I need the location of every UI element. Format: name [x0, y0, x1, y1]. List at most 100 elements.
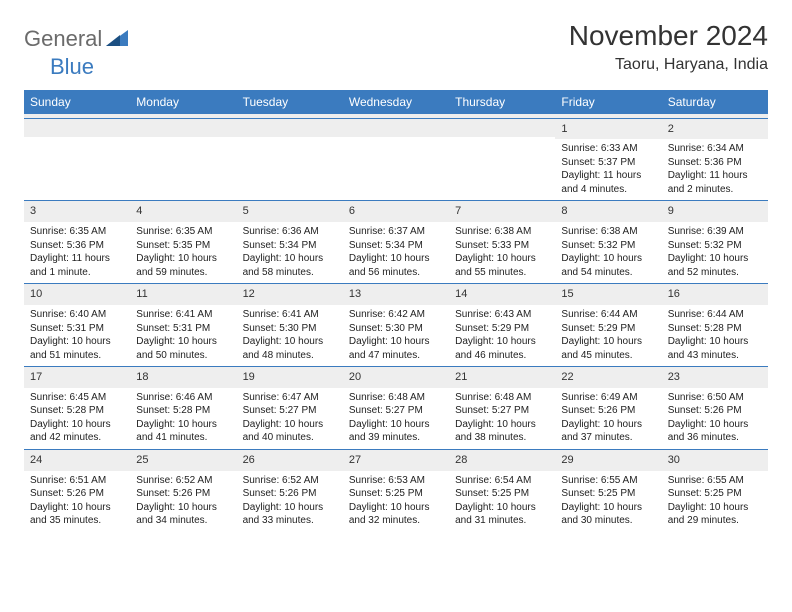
- sunset-text: Sunset: 5:33 PM: [455, 239, 549, 253]
- calendar-body: 1Sunrise: 6:33 AMSunset: 5:37 PMDaylight…: [24, 114, 768, 532]
- sunset-text: Sunset: 5:27 PM: [349, 404, 443, 418]
- sunrise-text: Sunrise: 6:40 AM: [30, 308, 124, 322]
- day-data: [24, 137, 130, 144]
- sunset-text: Sunset: 5:26 PM: [243, 487, 337, 501]
- calendar-cell: 23Sunrise: 6:50 AMSunset: 5:26 PMDayligh…: [662, 367, 768, 450]
- day-data: Sunrise: 6:36 AMSunset: 5:34 PMDaylight:…: [237, 222, 343, 283]
- calendar-cell: 14Sunrise: 6:43 AMSunset: 5:29 PMDayligh…: [449, 284, 555, 367]
- day-data: [449, 137, 555, 144]
- day-number: 23: [662, 367, 768, 388]
- sunrise-text: Sunrise: 6:51 AM: [30, 474, 124, 488]
- sunrise-text: Sunrise: 6:55 AM: [561, 474, 655, 488]
- day-number: 12: [237, 284, 343, 305]
- daylight-text: Daylight: 11 hours and 4 minutes.: [561, 169, 655, 196]
- day-number: 25: [130, 450, 236, 471]
- day-number: [24, 119, 130, 137]
- calendar-cell: 8Sunrise: 6:38 AMSunset: 5:32 PMDaylight…: [555, 201, 661, 284]
- day-data: Sunrise: 6:55 AMSunset: 5:25 PMDaylight:…: [662, 471, 768, 532]
- sunset-text: Sunset: 5:36 PM: [30, 239, 124, 253]
- daylight-text: Daylight: 11 hours and 2 minutes.: [668, 169, 762, 196]
- sunrise-text: Sunrise: 6:34 AM: [668, 142, 762, 156]
- calendar-head: SundayMondayTuesdayWednesdayThursdayFrid…: [24, 90, 768, 114]
- daylight-text: Daylight: 10 hours and 33 minutes.: [243, 501, 337, 528]
- calendar-cell: 30Sunrise: 6:55 AMSunset: 5:25 PMDayligh…: [662, 449, 768, 531]
- daylight-text: Daylight: 10 hours and 45 minutes.: [561, 335, 655, 362]
- sunrise-text: Sunrise: 6:41 AM: [136, 308, 230, 322]
- calendar-cell: 25Sunrise: 6:52 AMSunset: 5:26 PMDayligh…: [130, 449, 236, 531]
- calendar-cell: 26Sunrise: 6:52 AMSunset: 5:26 PMDayligh…: [237, 449, 343, 531]
- daylight-text: Daylight: 10 hours and 55 minutes.: [455, 252, 549, 279]
- sunrise-text: Sunrise: 6:44 AM: [668, 308, 762, 322]
- day-data: Sunrise: 6:38 AMSunset: 5:33 PMDaylight:…: [449, 222, 555, 283]
- day-number: 1: [555, 119, 661, 140]
- day-number: 27: [343, 450, 449, 471]
- sunrise-text: Sunrise: 6:37 AM: [349, 225, 443, 239]
- daylight-text: Daylight: 10 hours and 46 minutes.: [455, 335, 549, 362]
- daylight-text: Daylight: 10 hours and 38 minutes.: [455, 418, 549, 445]
- sunset-text: Sunset: 5:36 PM: [668, 156, 762, 170]
- day-data: Sunrise: 6:41 AMSunset: 5:30 PMDaylight:…: [237, 305, 343, 366]
- calendar-cell: 3Sunrise: 6:35 AMSunset: 5:36 PMDaylight…: [24, 201, 130, 284]
- calendar-cell: 7Sunrise: 6:38 AMSunset: 5:33 PMDaylight…: [449, 201, 555, 284]
- day-data: Sunrise: 6:52 AMSunset: 5:26 PMDaylight:…: [130, 471, 236, 532]
- day-number: 15: [555, 284, 661, 305]
- sunset-text: Sunset: 5:25 PM: [349, 487, 443, 501]
- sunrise-text: Sunrise: 6:45 AM: [30, 391, 124, 405]
- sunrise-text: Sunrise: 6:54 AM: [455, 474, 549, 488]
- day-data: Sunrise: 6:44 AMSunset: 5:28 PMDaylight:…: [662, 305, 768, 366]
- calendar-cell: 22Sunrise: 6:49 AMSunset: 5:26 PMDayligh…: [555, 367, 661, 450]
- day-number: 28: [449, 450, 555, 471]
- sunset-text: Sunset: 5:34 PM: [349, 239, 443, 253]
- daylight-text: Daylight: 10 hours and 39 minutes.: [349, 418, 443, 445]
- calendar-cell: 18Sunrise: 6:46 AMSunset: 5:28 PMDayligh…: [130, 367, 236, 450]
- day-number: [449, 119, 555, 137]
- day-header: Saturday: [662, 90, 768, 114]
- sunset-text: Sunset: 5:37 PM: [561, 156, 655, 170]
- calendar-cell: 10Sunrise: 6:40 AMSunset: 5:31 PMDayligh…: [24, 284, 130, 367]
- day-data: Sunrise: 6:39 AMSunset: 5:32 PMDaylight:…: [662, 222, 768, 283]
- day-number: 2: [662, 119, 768, 140]
- daylight-text: Daylight: 10 hours and 31 minutes.: [455, 501, 549, 528]
- daylight-text: Daylight: 10 hours and 58 minutes.: [243, 252, 337, 279]
- month-title: November 2024: [569, 20, 768, 52]
- daylight-text: Daylight: 10 hours and 48 minutes.: [243, 335, 337, 362]
- title-block: November 2024 Taoru, Haryana, India: [569, 20, 768, 74]
- calendar-week: 1Sunrise: 6:33 AMSunset: 5:37 PMDaylight…: [24, 118, 768, 201]
- daylight-text: Daylight: 10 hours and 50 minutes.: [136, 335, 230, 362]
- sunrise-text: Sunrise: 6:42 AM: [349, 308, 443, 322]
- calendar-table: SundayMondayTuesdayWednesdayThursdayFrid…: [24, 90, 768, 532]
- daylight-text: Daylight: 10 hours and 42 minutes.: [30, 418, 124, 445]
- calendar-cell: 1 Sunrise: 6:33 AMSunset: 5:37 PMDaylight…: [555, 118, 661, 201]
- daylight-text: Daylight: 10 hours and 41 minutes.: [136, 418, 230, 445]
- day-number: [343, 119, 449, 137]
- calendar-cell: 24Sunrise: 6:51 AMSunset: 5:26 PMDayligh…: [24, 449, 130, 531]
- day-data: Sunrise: 6:35 AMSunset: 5:36 PMDaylight:…: [24, 222, 130, 283]
- calendar-week: 17Sunrise: 6:45 AMSunset: 5:28 PMDayligh…: [24, 367, 768, 450]
- calendar-week: 24Sunrise: 6:51 AMSunset: 5:26 PMDayligh…: [24, 449, 768, 531]
- day-number: 6: [343, 201, 449, 222]
- sunset-text: Sunset: 5:28 PM: [668, 322, 762, 336]
- daylight-text: Daylight: 10 hours and 59 minutes.: [136, 252, 230, 279]
- day-number: 30: [662, 450, 768, 471]
- daylight-text: Daylight: 10 hours and 43 minutes.: [668, 335, 762, 362]
- day-data: Sunrise: 6:48 AMSunset: 5:27 PMDaylight:…: [449, 388, 555, 449]
- day-number: 20: [343, 367, 449, 388]
- day-data: Sunrise: 6:48 AMSunset: 5:27 PMDaylight:…: [343, 388, 449, 449]
- daylight-text: Daylight: 10 hours and 56 minutes.: [349, 252, 443, 279]
- location-text: Taoru, Haryana, India: [569, 56, 768, 74]
- calendar-cell: 17Sunrise: 6:45 AMSunset: 5:28 PMDayligh…: [24, 367, 130, 450]
- calendar-cell: 28Sunrise: 6:54 AMSunset: 5:25 PMDayligh…: [449, 449, 555, 531]
- day-data: Sunrise: 6:35 AMSunset: 5:35 PMDaylight:…: [130, 222, 236, 283]
- sunrise-text: Sunrise: 6:53 AM: [349, 474, 443, 488]
- daylight-text: Daylight: 10 hours and 35 minutes.: [30, 501, 124, 528]
- sunrise-text: Sunrise: 6:33 AM: [561, 142, 655, 156]
- brand-part2: Blue: [50, 54, 94, 80]
- sunrise-text: Sunrise: 6:55 AM: [668, 474, 762, 488]
- day-number: 29: [555, 450, 661, 471]
- calendar-week: 10Sunrise: 6:40 AMSunset: 5:31 PMDayligh…: [24, 284, 768, 367]
- sunset-text: Sunset: 5:28 PM: [30, 404, 124, 418]
- daylight-text: Daylight: 10 hours and 34 minutes.: [136, 501, 230, 528]
- sunrise-text: Sunrise: 6:52 AM: [136, 474, 230, 488]
- sunrise-text: Sunrise: 6:35 AM: [30, 225, 124, 239]
- calendar-cell: 2 Sunrise: 6:34 AMSunset: 5:36 PMDaylight…: [662, 118, 768, 201]
